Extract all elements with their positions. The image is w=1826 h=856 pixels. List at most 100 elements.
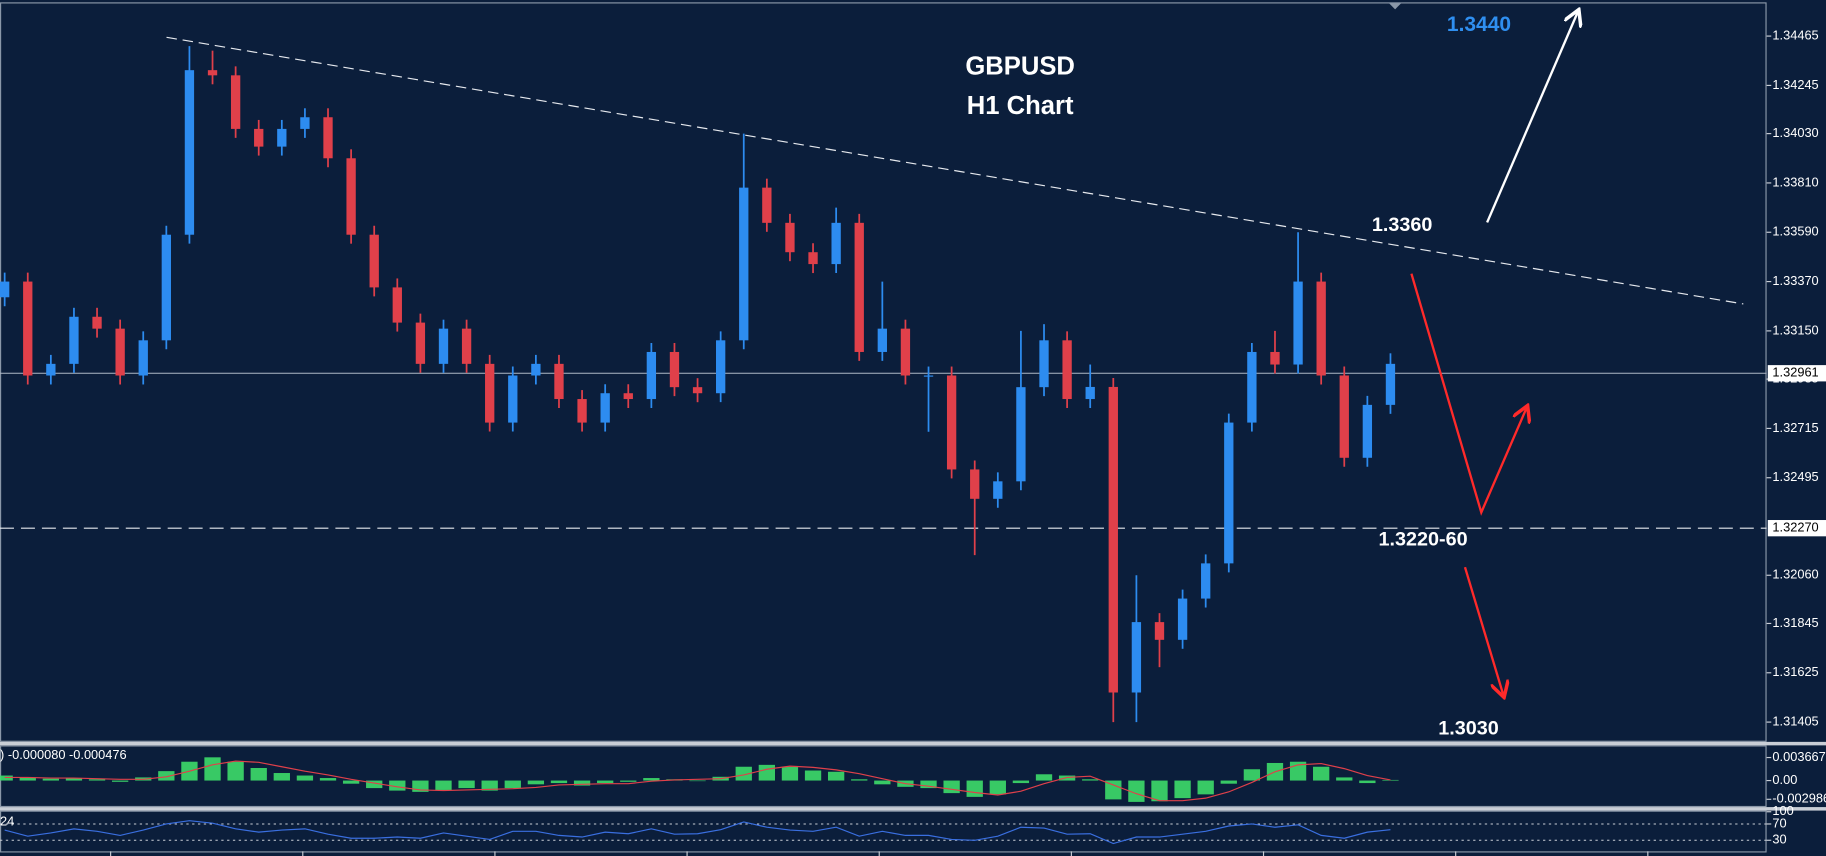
candle-body (300, 117, 310, 129)
macd-bar (966, 780, 983, 797)
candle-body (184, 70, 195, 235)
macd-bar (481, 780, 498, 791)
macd-bar (597, 780, 614, 784)
macd-bar (1082, 779, 1099, 781)
level-label-box (1767, 520, 1826, 537)
macd-bar (42, 778, 60, 781)
macd-bar (989, 780, 1006, 795)
macd-bar (204, 757, 221, 781)
macd-bar (0, 775, 13, 781)
candle-body (461, 328, 472, 364)
chart-title: GBPUSD (965, 52, 1075, 80)
candle-body (1385, 363, 1396, 405)
macd-bar (1105, 780, 1122, 800)
panel-separator (0, 741, 1826, 746)
candle-body (577, 399, 587, 423)
candle-body (323, 117, 333, 159)
candle-body (1177, 598, 1188, 640)
macd-bar (1382, 779, 1399, 781)
candle-body (715, 340, 726, 394)
candle-body (254, 128, 264, 147)
bearish-arrow (1463, 566, 1503, 695)
trend-line (166, 36, 1744, 305)
candle-body (831, 222, 841, 265)
shift-marker (1389, 3, 1401, 10)
candle-body (415, 322, 426, 364)
y-tick-label: 1.33590 (1772, 224, 1818, 239)
macd-bar (758, 764, 776, 781)
macd-bar (1151, 780, 1168, 802)
candle-body (623, 393, 633, 400)
candle-body (207, 70, 218, 76)
candle-body (1154, 622, 1165, 640)
y-tick-label: 1.33810 (1772, 174, 1818, 189)
candle-body (1085, 386, 1095, 400)
candle-body (1362, 404, 1373, 458)
macd-signal (4, 760, 1391, 802)
macd-bar (65, 778, 83, 781)
rsi-panel-border (0, 810, 1767, 853)
candle-body (230, 75, 241, 129)
plot-area (0, 46, 1767, 845)
y-tick-label: 1.31625 (1772, 664, 1818, 679)
macd-bar (111, 780, 129, 782)
macd-bar (643, 778, 660, 781)
level-label: 1.32270 (1772, 520, 1818, 535)
macd-bar (573, 780, 591, 786)
candle-body (1201, 563, 1211, 599)
candle-body (600, 393, 610, 423)
macd-header: ) -0.000080 -0.000476 (0, 747, 127, 762)
resistance-label: 1.3360 (1372, 214, 1433, 236)
candle-body (277, 128, 287, 147)
candle-body (739, 187, 749, 341)
y-tick-label: 70 (1772, 815, 1786, 830)
y-tick-label: 1.34245 (1772, 77, 1818, 92)
macd-bar (735, 766, 752, 781)
candle-body (946, 375, 957, 470)
candle-body (485, 363, 495, 423)
macd-bar (1336, 777, 1353, 781)
candle-body (785, 222, 795, 253)
y-tick-label: -0.002986 (1772, 791, 1826, 806)
macd-bar (1197, 780, 1214, 795)
y-tick-label: 0.00 (1772, 772, 1797, 787)
y-tick-label: 1.32495 (1772, 469, 1818, 484)
macd-bar (319, 778, 337, 781)
y-tick-label: 1.32060 (1772, 567, 1818, 582)
macd-bar (88, 779, 106, 781)
candle-body (46, 363, 56, 376)
y-tick-label: 1.33370 (1772, 273, 1818, 288)
macd-bar (527, 780, 545, 785)
macd-bar (689, 780, 706, 782)
macd-bar (250, 767, 267, 781)
macd-bar (458, 780, 475, 789)
candle-body (993, 481, 1003, 499)
macd-bar (389, 780, 406, 791)
macd-bar (296, 775, 314, 781)
downside-target-label: 1.3030 (1438, 717, 1499, 739)
x-axis-ticks (110, 851, 1649, 856)
rsi-line (4, 820, 1391, 845)
candle-body (1316, 281, 1326, 376)
candle-body (1131, 622, 1142, 693)
macd-bar (1174, 780, 1191, 799)
candle-body (1339, 375, 1349, 458)
macd-bar (1128, 780, 1145, 802)
macd-bar (1058, 775, 1076, 781)
candle-body (346, 158, 356, 235)
macd-bar (620, 780, 637, 782)
candle-body (646, 351, 657, 400)
candle-body (669, 351, 680, 388)
candle-body (1039, 340, 1049, 388)
candle-body (508, 375, 518, 423)
macd-bar (412, 780, 429, 792)
macd-bar (342, 780, 360, 784)
candle-body (138, 340, 148, 376)
candle-body (392, 287, 402, 323)
candle-body (900, 328, 911, 376)
candle-body (1293, 281, 1303, 365)
macd-bar (920, 780, 937, 789)
